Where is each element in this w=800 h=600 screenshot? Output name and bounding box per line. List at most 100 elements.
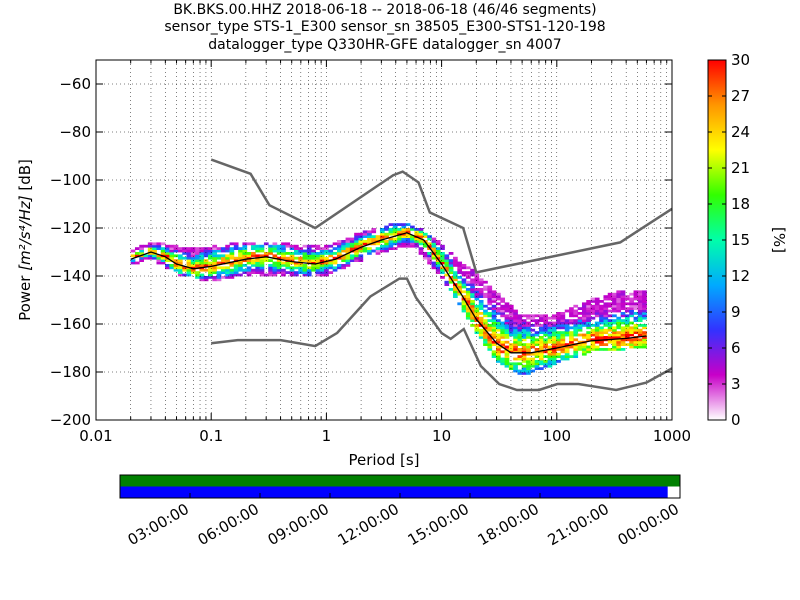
psd-cell	[577, 340, 583, 344]
psd-cell	[216, 261, 222, 265]
psd-cell	[302, 273, 308, 277]
psd-cell	[577, 319, 583, 322]
psd-cell	[177, 261, 183, 265]
y-tick-label: −60	[59, 75, 91, 93]
psd-cell	[225, 266, 230, 270]
psd-cell	[465, 288, 471, 291]
psd-cell	[208, 254, 213, 258]
psd-cell	[470, 309, 475, 313]
psd-cell	[388, 230, 394, 234]
psd-cell	[203, 264, 209, 267]
psd-cell	[538, 343, 544, 346]
psd-cell	[474, 290, 480, 294]
psd-cell	[508, 364, 514, 368]
psd-cell	[431, 244, 437, 248]
psd-cell	[500, 307, 506, 310]
psd-cell	[517, 331, 523, 334]
psd-cell	[276, 266, 282, 270]
psd-cell	[599, 319, 604, 322]
psd-cell	[186, 271, 192, 274]
x-tick-label: 1	[322, 427, 332, 445]
psd-cell	[233, 268, 239, 272]
psd-cell	[255, 244, 261, 248]
psd-cell	[560, 324, 566, 327]
psd-cell	[538, 352, 544, 356]
psd-cell	[633, 312, 639, 315]
psd-cell	[255, 254, 261, 258]
psd-cell	[302, 266, 308, 270]
psd-cell	[457, 292, 463, 296]
psd-cell	[581, 312, 587, 315]
psd-cell	[538, 326, 544, 330]
psd-cell	[281, 264, 286, 267]
psd-cell	[319, 259, 325, 262]
psd-cell	[560, 357, 566, 361]
psd-cell	[616, 348, 622, 351]
psd-cell	[203, 278, 209, 282]
psd-cell	[629, 292, 634, 296]
psd-cell	[521, 360, 527, 363]
psd-cell	[448, 261, 454, 265]
psd-cell	[362, 242, 368, 246]
psd-cell	[405, 230, 411, 234]
psd-cell	[586, 309, 591, 313]
psd-cell	[517, 314, 523, 318]
psd-cell	[251, 254, 256, 258]
psd-cell	[620, 314, 626, 318]
psd-cell	[225, 249, 230, 253]
psd-cell	[607, 321, 613, 325]
psd-cell	[629, 307, 634, 310]
psd-cell	[311, 264, 316, 267]
psd-cell	[642, 343, 647, 346]
psd-cell	[212, 244, 218, 248]
psd-cell	[637, 333, 643, 337]
psd-cell	[521, 350, 527, 354]
psd-cell	[195, 271, 200, 274]
psd-cell	[474, 295, 480, 298]
psd-cell	[216, 249, 222, 253]
psd-cell	[311, 256, 316, 260]
psd-cell	[629, 304, 634, 308]
psd-cell	[500, 300, 506, 303]
psd-cell	[521, 328, 527, 332]
psd-cell	[573, 345, 579, 349]
psd-cell	[556, 340, 561, 344]
psd-cell	[599, 340, 604, 344]
psd-cell	[629, 321, 634, 325]
psd-cell	[319, 256, 325, 260]
psd-cell	[272, 273, 278, 277]
psd-cell	[521, 314, 527, 318]
psd-cell	[238, 249, 243, 253]
psd-cell	[538, 357, 544, 361]
psd-cell	[560, 326, 566, 330]
psd-cell	[530, 345, 536, 349]
psd-cell	[251, 268, 256, 272]
psd-cell	[642, 333, 647, 337]
psd-cell	[551, 340, 557, 344]
psd-cell	[431, 261, 437, 265]
psd-cell	[624, 314, 630, 318]
psd-cell	[238, 264, 243, 267]
psd-cell	[324, 244, 329, 248]
psd-cell	[177, 254, 183, 258]
psd-cell	[461, 295, 467, 298]
psd-cell	[470, 285, 475, 289]
psd-cell	[616, 309, 622, 313]
psd-cell	[195, 252, 200, 255]
psd-cell	[491, 331, 497, 334]
psd-cell	[633, 290, 639, 294]
psd-cell	[637, 328, 643, 332]
psd-cell	[487, 338, 493, 342]
psd-cell	[276, 259, 282, 262]
psd-cell	[367, 230, 372, 234]
psd-cell	[315, 256, 321, 260]
psd-cell	[551, 314, 557, 318]
psd-cell	[624, 297, 630, 301]
psd-cell	[238, 254, 243, 258]
psd-cell	[165, 266, 170, 270]
y-tick-label: −180	[50, 363, 91, 381]
psd-cell	[242, 254, 248, 258]
timeline-tick-label: 03:00:00	[125, 500, 192, 549]
psd-cell	[594, 314, 600, 318]
psd-cell	[457, 271, 463, 274]
